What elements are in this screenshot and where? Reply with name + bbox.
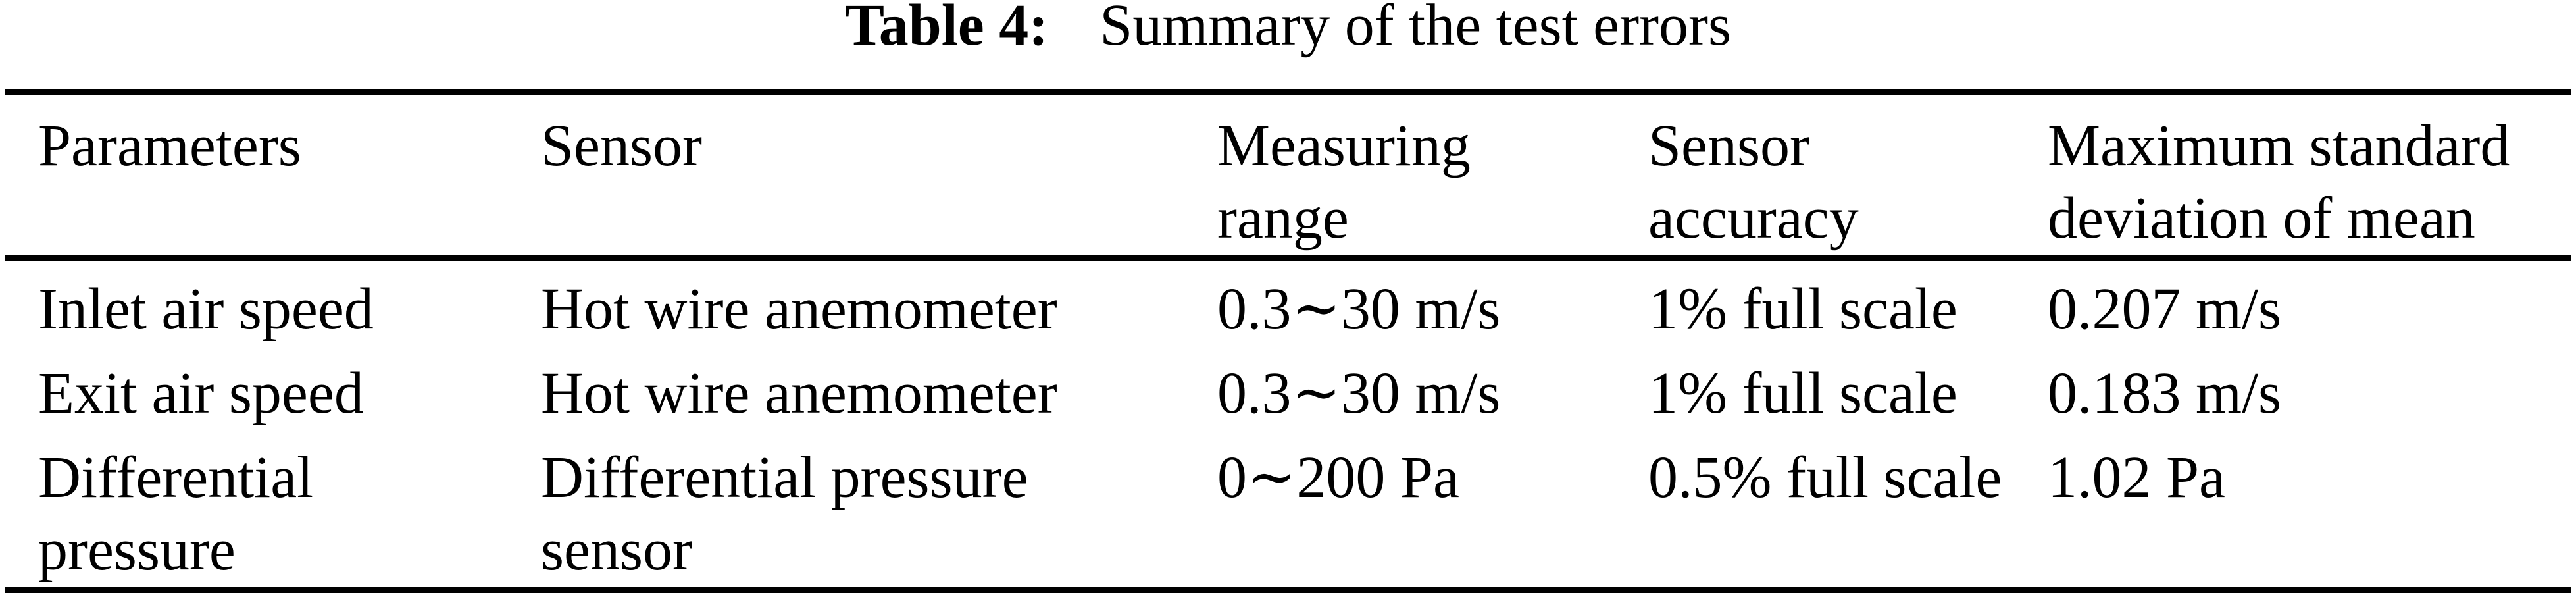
column-header-sensor-accuracy: Sensor accuracy [1615, 89, 2015, 261]
table-row-inlet-air-speed: Inlet air speed Hot wire anemometer 0.3∼… [5, 258, 2571, 346]
caption-title: Summary of the test errors [1099, 0, 1731, 58]
column-header-sensor: Sensor [508, 89, 1184, 261]
header-row: Parameters Sensor Measuring range Sensor… [5, 89, 2571, 261]
table-cell: 1% full scale [1648, 361, 1957, 426]
table-body: Inlet air speed Hot wire anemometer 0.3∼… [5, 258, 2571, 593]
table-cell: 0.5% full scale [1615, 430, 2015, 593]
table-cell: 0.207 m/s [2048, 276, 2282, 342]
table-cell: Differential pressure sensor [508, 430, 1184, 593]
table-cell: Differential pressure [5, 430, 508, 593]
table-cell: 1% full scale [1648, 276, 1957, 342]
table-cell: 1.02 Pa [2015, 430, 2571, 593]
table-cell: Exit air speed [38, 361, 364, 426]
table-row-differential-pressure: Differential pressure Differential press… [5, 430, 2571, 593]
table-cell: 0.3∼30 m/s [1217, 276, 1501, 342]
column-header-parameters: Parameters [5, 89, 508, 261]
table-row-exit-air-speed: Exit air speed Hot wire anemometer 0.3∼3… [5, 346, 2571, 430]
table-cell: 0.183 m/s [2048, 361, 2282, 426]
caption-label: Table 4: [844, 0, 1049, 58]
column-header-max-std-deviation: Maximum standard deviation of mean [2015, 89, 2571, 261]
table-cell: Hot wire anemometer [541, 276, 1057, 342]
table-cell: 0∼200 Pa [1184, 430, 1615, 593]
column-header-measuring-range: Measuring range [1184, 89, 1615, 261]
table-header: Parameters Sensor Measuring range Sensor… [5, 89, 2571, 261]
table-caption: Table 4: Summary of the test errors [0, 0, 2576, 62]
table-cell: 0.3∼30 m/s [1217, 361, 1501, 426]
data-table: Parameters Sensor Measuring range Sensor… [5, 89, 2571, 593]
table-cell: Hot wire anemometer [541, 361, 1057, 426]
table-cell: Inlet air speed [38, 276, 374, 342]
